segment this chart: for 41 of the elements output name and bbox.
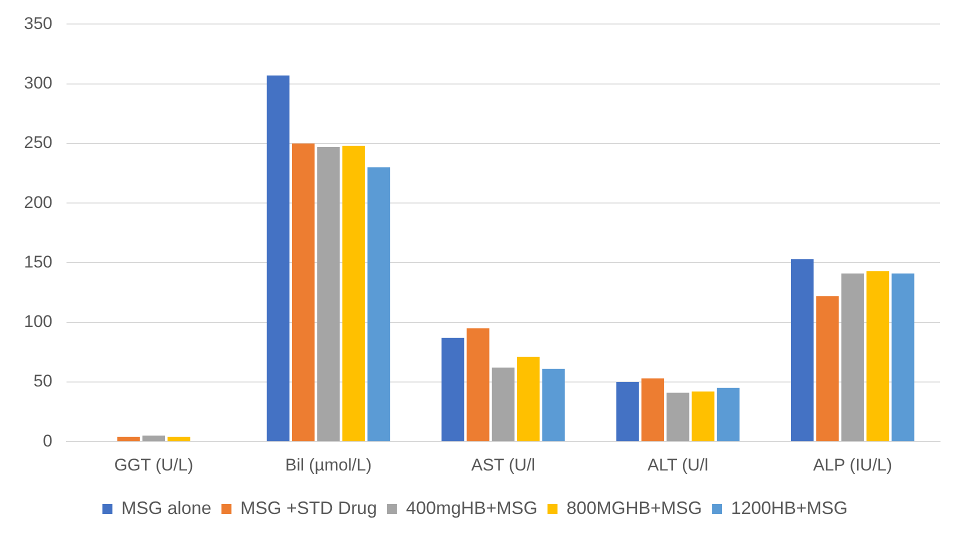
y-tick-label: 300 (24, 74, 52, 93)
bar (517, 356, 540, 442)
y-tick-label: 0 (42, 431, 52, 450)
bar (466, 328, 490, 442)
y-tick-label: 100 (24, 312, 52, 332)
bar (317, 147, 340, 442)
y-tick-label: 150 (24, 252, 52, 272)
x-tick-label: AST (U/l (471, 455, 536, 474)
legend-label: 800MGHB+MSG (566, 498, 702, 518)
y-tick-label: 350 (24, 14, 52, 33)
bar (142, 436, 166, 442)
bar (790, 259, 814, 442)
bar (892, 273, 914, 442)
legend-label: MSG alone (121, 498, 212, 518)
y-tick-label: 200 (24, 192, 52, 212)
bar (117, 436, 140, 442)
bar (292, 143, 315, 442)
bar (266, 75, 290, 442)
bar (816, 296, 839, 442)
bar (168, 436, 190, 442)
bar (442, 338, 464, 442)
y-tick-label: 50 (33, 372, 52, 391)
legend-label: MSG +STD Drug (240, 498, 377, 518)
bar (542, 368, 565, 442)
bar (866, 271, 890, 442)
bar (841, 273, 864, 442)
legend-label: 1200HB+MSG (731, 498, 848, 518)
bar (616, 382, 639, 442)
bar (342, 146, 365, 442)
legend-label: 400mgHB+MSG (406, 498, 538, 518)
y-tick-label: 250 (24, 133, 52, 152)
x-tick-label: Bil (µmol/L) (285, 455, 372, 474)
bar (367, 167, 390, 442)
x-tick-label: ALT (U/l (648, 455, 708, 474)
bar (716, 388, 740, 442)
x-tick-label: ALP (IU/L) (813, 455, 892, 474)
bar (666, 392, 690, 442)
x-tick-label: GGT (U/L) (114, 455, 194, 474)
bar (492, 368, 515, 442)
bar (692, 392, 714, 442)
bar (641, 378, 664, 442)
